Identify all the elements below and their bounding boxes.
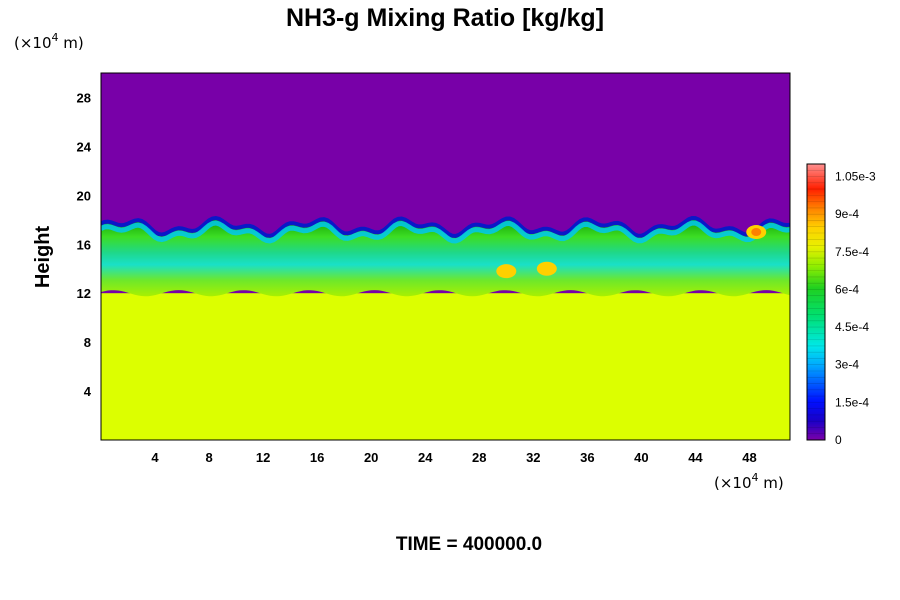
x-axis-ticks: 4 8 12 16 20 24 28 32 36 40 44 48: [151, 450, 756, 465]
x-tick-label: 48: [742, 450, 756, 465]
y-tick-label: 16: [77, 237, 91, 252]
colorbar: 0 1.5e-4 3e-4 4.5e-4 6e-4 7.5e-4 9e-4 1.05e-3: [806, 163, 876, 447]
mixing-layer-cyan-band: [101, 220, 790, 244]
x-tick-label: 16: [310, 450, 324, 465]
y-tick-label: 8: [84, 335, 91, 350]
y-tick-label: 12: [77, 286, 91, 301]
x-axis-unit: (×104 m): [714, 471, 784, 492]
y-axis-unit: (×104 m): [14, 31, 84, 52]
x-tick-label: 28: [472, 450, 486, 465]
x-tick-label: 32: [526, 450, 540, 465]
colorbar-tick-label: 4.5e-4: [835, 320, 869, 334]
y-tick-label: 4: [84, 384, 92, 399]
time-label: TIME = 400000.0: [396, 534, 542, 555]
colorbar-tick-label: 0: [835, 433, 842, 447]
colorbar-gradient: [806, 163, 826, 441]
x-tick-label: 36: [580, 450, 594, 465]
chart-title: NH3-g Mixing Ratio [kg/kg]: [286, 4, 604, 32]
x-tick-label: 40: [634, 450, 648, 465]
plot-area: [101, 73, 790, 440]
x-tick-label: 4: [151, 450, 159, 465]
x-tick-label: 44: [688, 450, 703, 465]
lower-layer-field: [101, 293, 790, 440]
plot-frame: [100, 72, 791, 441]
colorbar-tick-label: 6e-4: [835, 282, 859, 296]
y-tick-label: 28: [77, 90, 91, 105]
x-tick-label: 8: [205, 450, 212, 465]
colorbar-ticks: 0 1.5e-4 3e-4 4.5e-4 6e-4 7.5e-4 9e-4 1.05e-3: [835, 170, 876, 447]
hotspot: [541, 264, 552, 273]
colorbar-tick-label: 3e-4: [835, 358, 859, 372]
y-axis-label: Height: [32, 226, 54, 289]
x-tick-label: 12: [256, 450, 270, 465]
hotspots: [496, 225, 767, 279]
x-tick-label: 20: [364, 450, 378, 465]
y-tick-label: 20: [77, 188, 91, 203]
hotspot: [501, 267, 512, 276]
mixing-layer-top-edge: [101, 215, 790, 239]
colorbar-tick-label: 1.5e-4: [835, 395, 869, 409]
x-tick-label: 24: [418, 450, 433, 465]
colorbar-tick-label: 9e-4: [835, 207, 859, 221]
y-axis-ticks: 4 8 12 16 20 24 28: [77, 90, 92, 399]
y-tick-label: 24: [77, 139, 92, 154]
colorbar-tick-label: 1.05e-3: [835, 170, 876, 184]
colorbar-tick-label: 7.5e-4: [835, 245, 869, 259]
colorbar-levels: [807, 169, 825, 435]
hotspot: [751, 228, 762, 237]
